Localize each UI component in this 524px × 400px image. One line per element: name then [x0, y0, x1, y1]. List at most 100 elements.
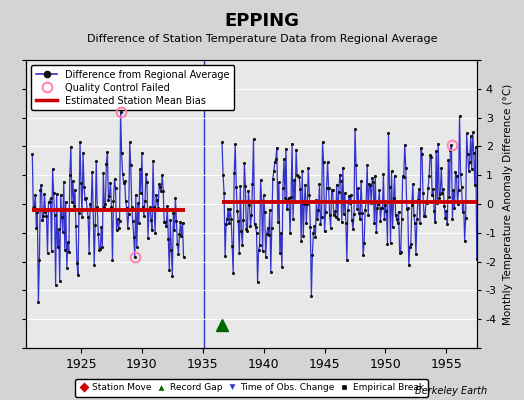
- Point: [261, 254, 270, 260]
- Point: [324, 185, 333, 192]
- Point: [179, 254, 188, 260]
- Point: [72, 222, 80, 229]
- Point: [306, 224, 314, 230]
- Point: [75, 210, 83, 216]
- Point: [244, 188, 253, 194]
- Point: [256, 177, 265, 183]
- Point: [173, 241, 182, 248]
- Point: [380, 216, 389, 223]
- Point: [444, 156, 453, 163]
- Point: [300, 201, 309, 207]
- Point: [90, 262, 99, 268]
- Point: [448, 216, 456, 222]
- Point: [59, 229, 67, 235]
- Point: [94, 231, 103, 237]
- Point: [384, 130, 392, 136]
- Point: [154, 205, 162, 211]
- Point: [408, 202, 416, 208]
- Point: [473, 256, 481, 262]
- Point: [287, 194, 295, 200]
- Point: [290, 177, 298, 183]
- Point: [351, 126, 359, 132]
- Point: [379, 171, 388, 178]
- Point: [314, 207, 323, 213]
- Point: [271, 156, 280, 162]
- Point: [68, 199, 76, 205]
- Point: [106, 179, 115, 186]
- Point: [403, 205, 412, 211]
- Point: [420, 213, 428, 219]
- Point: [232, 184, 241, 190]
- Point: [311, 234, 320, 240]
- Point: [312, 197, 321, 203]
- Point: [145, 206, 153, 213]
- Point: [73, 260, 81, 266]
- Point: [415, 186, 423, 192]
- Point: [418, 150, 426, 157]
- Point: [424, 185, 432, 192]
- Point: [461, 238, 469, 244]
- Point: [236, 183, 245, 189]
- Point: [40, 191, 49, 198]
- Point: [92, 158, 101, 164]
- Point: [48, 166, 57, 172]
- Point: [378, 205, 387, 212]
- Point: [243, 227, 252, 234]
- Point: [445, 194, 454, 200]
- Point: [53, 244, 62, 250]
- Point: [443, 221, 452, 228]
- Point: [91, 222, 100, 228]
- Point: [174, 250, 183, 257]
- Point: [79, 150, 87, 156]
- Point: [293, 172, 301, 178]
- Point: [346, 200, 354, 207]
- Point: [71, 187, 79, 193]
- Point: [93, 204, 102, 210]
- Point: [316, 220, 325, 227]
- Point: [432, 148, 440, 154]
- Point: [101, 201, 110, 207]
- Point: [281, 194, 289, 201]
- Point: [248, 180, 257, 187]
- Point: [302, 220, 311, 226]
- Legend: Station Move, Record Gap, Time of Obs. Change, Empirical Break: Station Move, Record Gap, Time of Obs. C…: [75, 379, 428, 397]
- Point: [361, 207, 369, 213]
- Point: [406, 244, 414, 250]
- Point: [340, 211, 348, 217]
- Point: [466, 133, 475, 140]
- Point: [255, 242, 264, 248]
- Point: [247, 212, 256, 219]
- Point: [116, 109, 125, 115]
- Point: [177, 232, 185, 239]
- Point: [112, 227, 121, 233]
- Point: [402, 206, 411, 212]
- Point: [364, 212, 373, 218]
- Point: [368, 175, 376, 181]
- Point: [229, 270, 237, 276]
- Point: [398, 216, 406, 222]
- Point: [47, 247, 56, 254]
- Point: [348, 217, 356, 223]
- Point: [143, 179, 151, 186]
- Point: [399, 174, 408, 180]
- Point: [46, 199, 54, 206]
- Point: [257, 198, 266, 204]
- Point: [449, 187, 457, 193]
- Point: [222, 221, 230, 228]
- Point: [267, 268, 275, 275]
- Point: [433, 200, 441, 207]
- Point: [149, 158, 157, 164]
- Point: [286, 230, 294, 236]
- Point: [318, 214, 326, 220]
- Point: [455, 113, 464, 119]
- Point: [307, 293, 315, 299]
- Point: [252, 224, 260, 230]
- Point: [134, 200, 142, 206]
- Point: [107, 204, 116, 210]
- Point: [388, 224, 397, 230]
- Point: [170, 227, 179, 233]
- Point: [425, 173, 433, 180]
- Point: [95, 246, 103, 253]
- Point: [108, 257, 117, 264]
- Point: [144, 235, 152, 241]
